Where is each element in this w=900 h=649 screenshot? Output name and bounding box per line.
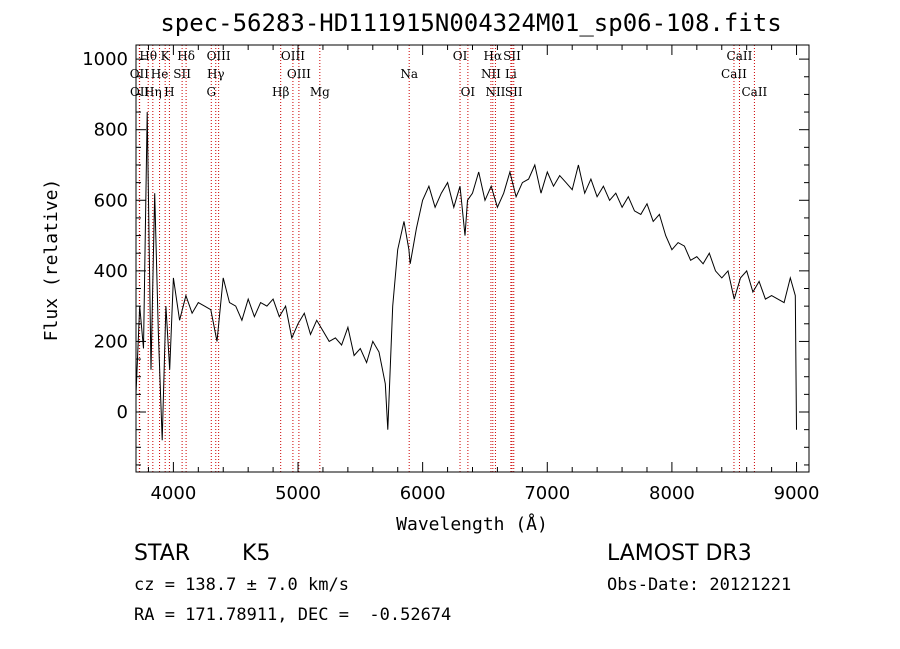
spectral-line-label: OIII — [287, 67, 311, 81]
x-axis-ticks: 4000 5000 6000 7000 8000 9000 — [147, 45, 820, 504]
spectral-line-label: Hδ — [177, 49, 195, 63]
x-tick-label: 4000 — [150, 483, 196, 504]
spectral-line-label: CaII — [741, 85, 767, 99]
spectral-line-label: Hη — [144, 85, 162, 99]
spectral-line-label: H — [164, 85, 174, 99]
x-tick-label: 6000 — [400, 483, 446, 504]
spectral-line-label: Mg — [310, 85, 330, 99]
spectral-line-label: Li — [505, 67, 517, 81]
redshift-label: cz = 138.7 ± 7.0 km/s — [134, 575, 349, 595]
spectrum-series-line — [135, 111, 797, 441]
spectral-line-label: He — [151, 67, 169, 81]
spectral-line-label: SII — [505, 85, 523, 99]
y-tick-label: 0 — [117, 402, 128, 423]
y-tick-label: 600 — [94, 190, 128, 211]
spectral-line-label: OII — [130, 67, 150, 81]
x-tick-label: 7000 — [524, 483, 570, 504]
y-tick-label: 800 — [94, 120, 128, 141]
spectral-line-label: Hγ — [207, 67, 225, 81]
spectral-line-label: OII — [130, 85, 150, 99]
subclass-label: K5 — [242, 541, 271, 566]
spectral-line-label: CaII — [727, 49, 753, 63]
coordinates-label: RA = 171.78911, DEC = -0.52674 — [134, 605, 452, 625]
y-tick-label: 1000 — [82, 49, 128, 70]
y-tick-label: 200 — [94, 331, 128, 352]
spectral-line-markers — [138, 45, 755, 472]
x-tick-label: 5000 — [275, 483, 321, 504]
spectral-line-label: OIII — [207, 49, 231, 63]
y-tick-label: 400 — [94, 261, 128, 282]
spectral-line-label: OI — [453, 49, 468, 63]
x-axis-label: Wavelength (Å) — [396, 513, 548, 535]
spectral-line-label: K — [161, 49, 171, 63]
spectral-line-label: SII — [173, 67, 191, 81]
y-axis-label: Flux (relative) — [41, 179, 62, 342]
spectral-line-label: Hθ — [139, 49, 157, 63]
spectral-line-label: NII — [485, 85, 505, 99]
spectral-line-label: Na — [400, 67, 418, 81]
spectral-line-label: OIII — [281, 49, 305, 63]
x-tick-label: 9000 — [774, 483, 820, 504]
spectral-line-label: NII — [481, 67, 501, 81]
spectral-line-label: SII — [503, 49, 521, 63]
obs-date-label: Obs-Date: 20121221 — [607, 575, 792, 595]
spectral-line-label: G — [206, 85, 216, 99]
class-label: STAR — [134, 541, 191, 566]
spectral-line-label: Hβ — [272, 85, 289, 99]
spectral-line-label: CaII — [721, 67, 747, 81]
x-tick-label: 8000 — [649, 483, 695, 504]
spectrum-series — [135, 111, 797, 441]
y-axis-ticks: 0 200 400 600 800 1000 — [82, 49, 809, 466]
spectral-line-label: OI — [461, 85, 476, 99]
plot-frame — [135, 44, 810, 473]
survey-label: LAMOST DR3 — [607, 541, 752, 566]
chart-title: spec-56283-HD111915N004324M01_sp06-108.f… — [160, 9, 781, 37]
spectral-line-label: Hα — [484, 49, 503, 63]
